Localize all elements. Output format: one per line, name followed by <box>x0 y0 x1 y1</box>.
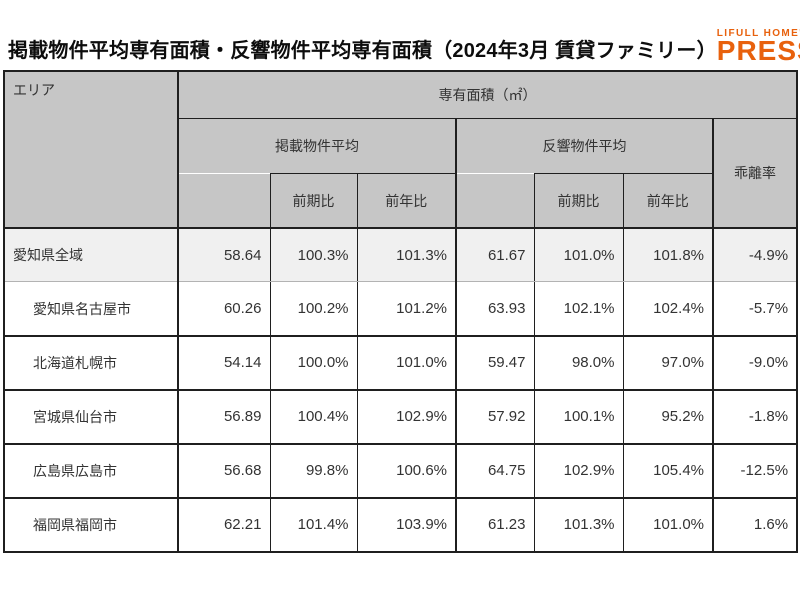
column-header-response-prev-year: 前年比 <box>622 173 714 229</box>
cell-listed-average: 60.26 <box>177 281 271 337</box>
column-header-divergence: 乖離率 <box>711 118 798 229</box>
page-title: 掲載物件平均専有面積・反響物件平均専有面積（2024年3月 賃貸ファミリー） <box>8 39 717 62</box>
column-header-response-prev-period: 前期比 <box>533 173 624 229</box>
cell-response-prev-period: 101.3% <box>533 496 624 553</box>
cell-area: 北海道札幌市 <box>3 334 179 391</box>
cell-listed-prev-period: 100.2% <box>269 281 358 337</box>
cell-area: 広島県広島市 <box>3 442 179 499</box>
cell-listed-prev-period: 100.3% <box>269 226 358 283</box>
cell-response-prev-year: 97.0% <box>622 334 714 391</box>
cell-response-average: 61.23 <box>455 496 535 553</box>
cell-listed-prev-year: 101.3% <box>356 226 457 283</box>
cell-response-prev-period: 101.0% <box>533 226 624 283</box>
header-row-3: 前期比 前年比 前期比 前年比 <box>4 173 797 229</box>
table-row-nagoya: 愛知県名古屋市 60.26 100.2% 101.2% 63.93 102.1%… <box>3 281 798 337</box>
cell-listed-average: 56.89 <box>177 388 271 445</box>
cell-listed-prev-year: 102.9% <box>356 388 457 445</box>
cell-response-average: 63.93 <box>455 281 535 337</box>
cell-divergence: -4.9% <box>711 226 798 283</box>
cell-response-average: 64.75 <box>455 442 535 499</box>
cell-response-prev-period: 102.1% <box>533 281 624 337</box>
cell-area: 宮城県仙台市 <box>3 388 179 445</box>
cell-response-prev-year: 101.8% <box>622 226 714 283</box>
cell-response-prev-period: 100.1% <box>533 388 624 445</box>
column-header-floor-area: 専有面積（㎡） <box>176 70 798 120</box>
cell-divergence: 1.6% <box>711 496 798 553</box>
table-row-hiroshima: 広島県広島市 56.68 99.8% 100.6% 64.75 102.9% 1… <box>3 442 798 499</box>
column-header-listed-prev-year: 前年比 <box>356 173 457 229</box>
cell-listed-prev-year: 100.6% <box>356 442 457 499</box>
cell-area: 愛知県名古屋市 <box>3 281 179 337</box>
column-group-listed-average: 掲載物件平均 <box>177 118 457 174</box>
cell-response-prev-year: 95.2% <box>622 388 714 445</box>
cell-listed-prev-year: 103.9% <box>356 496 457 553</box>
cell-listed-prev-year: 101.0% <box>356 334 457 391</box>
cell-response-prev-year: 102.4% <box>622 281 714 337</box>
cell-divergence: -5.7% <box>711 281 798 337</box>
cell-divergence: -12.5% <box>711 442 798 499</box>
cell-response-prev-year: 101.0% <box>622 496 714 553</box>
cell-listed-average: 62.21 <box>177 496 271 553</box>
table-row-sapporo: 北海道札幌市 54.14 100.0% 101.0% 59.47 98.0% 9… <box>3 334 798 391</box>
cell-listed-prev-year: 101.2% <box>356 281 457 337</box>
cell-response-average: 59.47 <box>455 334 535 391</box>
cell-listed-average: 58.64 <box>177 226 271 283</box>
page-header: 掲載物件平均専有面積・反響物件平均専有面積（2024年3月 賃貸ファミリー） L… <box>0 0 800 70</box>
table-row-fukuoka: 福岡県福岡市 62.21 101.4% 103.9% 61.23 101.3% … <box>3 496 798 553</box>
column-group-response-average: 反響物件平均 <box>455 118 714 174</box>
cell-area: 愛知県全域 <box>3 226 179 283</box>
logo-press-text: PRESS <box>716 35 800 66</box>
cell-listed-prev-period: 100.4% <box>269 388 358 445</box>
table-row-sendai: 宮城県仙台市 56.89 100.4% 102.9% 57.92 100.1% … <box>3 388 798 445</box>
spacer-cell <box>455 173 535 229</box>
cell-divergence: -9.0% <box>711 334 798 391</box>
cell-listed-average: 54.14 <box>177 334 271 391</box>
spacer-cell <box>177 173 271 229</box>
cell-listed-prev-period: 101.4% <box>269 496 358 553</box>
logo-lifull-homes-text: LIFULL HOME'S <box>716 28 800 39</box>
cell-response-prev-period: 102.9% <box>533 442 624 499</box>
cell-response-prev-period: 98.0% <box>533 334 624 391</box>
cell-area: 福岡県福岡市 <box>3 496 179 553</box>
cell-listed-average: 56.68 <box>177 442 271 499</box>
cell-response-average: 61.67 <box>455 226 535 283</box>
floor-area-table: エリア 専有面積（㎡） 掲載物件平均 反響物件平均 乖離率 前期比 前年比 前期… <box>3 69 799 553</box>
cell-listed-prev-period: 99.8% <box>269 442 358 499</box>
table-row-aichi-total: 愛知県全域 58.64 100.3% 101.3% 61.67 101.0% 1… <box>3 226 798 283</box>
lifull-homes-press-logo: LIFULL HOME'S PRESS <box>716 28 800 66</box>
cell-listed-prev-period: 100.0% <box>269 334 358 391</box>
header-row-2: 掲載物件平均 反響物件平均 乖離率 <box>4 118 798 229</box>
column-header-area: エリア <box>3 70 179 229</box>
cell-divergence: -1.8% <box>711 388 798 445</box>
cell-response-prev-year: 105.4% <box>622 442 714 499</box>
header-row-1: エリア 専有面積（㎡） <box>3 70 798 229</box>
column-header-listed-prev-period: 前期比 <box>269 173 358 229</box>
cell-response-average: 57.92 <box>455 388 535 445</box>
